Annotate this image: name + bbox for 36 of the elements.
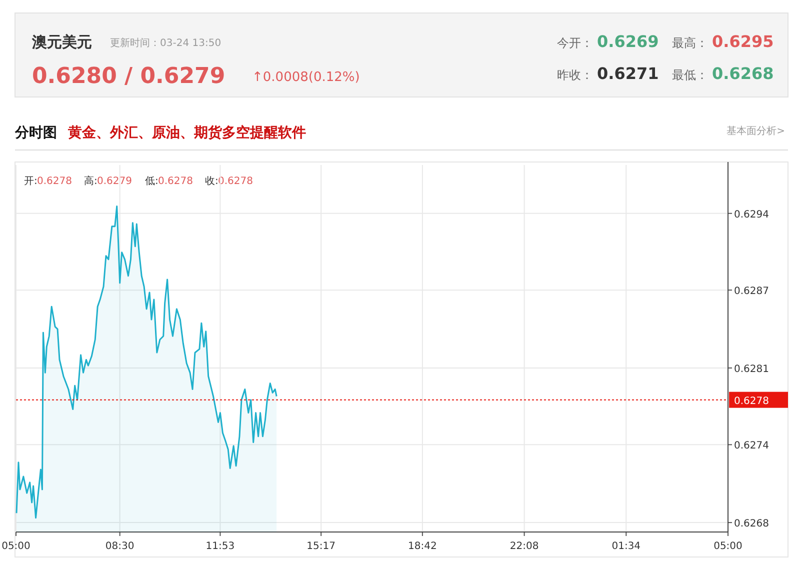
- text: 基本面分析>: [726, 125, 785, 137]
- x-tick-label: 22:08: [510, 541, 539, 552]
- annotation: 低:: [145, 176, 158, 187]
- text: 分时图: [14, 125, 57, 141]
- y-tick-label: 0.6268: [734, 518, 769, 530]
- chart-title: 澳元美元: [31, 33, 92, 51]
- x-tick-label: 05:00: [2, 541, 30, 552]
- x-tick-label: 11:53: [206, 541, 235, 552]
- y-tick-label: 0.6287: [734, 286, 769, 298]
- text: 黄金、外汇、原油、期货多空提醒软件: [67, 124, 306, 141]
- annotation: 高:: [84, 175, 98, 187]
- x-tick-label: 05:00: [714, 541, 742, 552]
- text: 最高：: [672, 36, 708, 50]
- x-tick-label: 01:34: [612, 541, 641, 552]
- annotation: 0.6278: [37, 176, 72, 187]
- x-tick-label: 15:17: [306, 541, 336, 552]
- annotation: 0.6279: [97, 176, 132, 187]
- text: ↑0.0008(0.12%): [252, 70, 360, 85]
- ref-line-label: 0.6278: [734, 396, 769, 407]
- text: 0.6295: [712, 32, 774, 51]
- annotation: 0.6278: [158, 176, 193, 187]
- text: 0.6269: [597, 32, 659, 51]
- text: 今开：: [557, 36, 593, 50]
- text: 0.6271: [597, 64, 659, 83]
- text: 0.6280 / 0.6279: [32, 64, 226, 89]
- y-tick-label: 0.6294: [734, 209, 769, 220]
- y-tick-label: 0.6274: [734, 440, 769, 452]
- annotation: 0.6278: [218, 176, 253, 187]
- chart-subtitle: 更新时间：03-24 13:50: [110, 37, 222, 49]
- x-tick-label: 08:30: [105, 541, 134, 552]
- annotation: 收:: [205, 176, 218, 187]
- x-tick-label: 18:42: [408, 541, 437, 552]
- annotation: 开:: [24, 176, 38, 187]
- text: 昨收：: [557, 68, 593, 82]
- y-tick-label: 0.6281: [734, 364, 769, 375]
- text: 最低：: [672, 68, 708, 82]
